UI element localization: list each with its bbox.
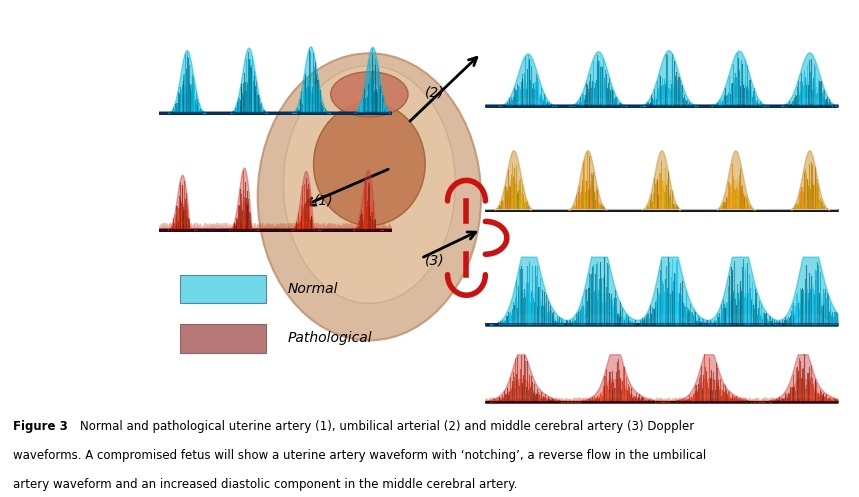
Ellipse shape [283, 66, 455, 303]
Text: (3): (3) [425, 253, 445, 267]
FancyBboxPatch shape [180, 275, 266, 303]
FancyBboxPatch shape [180, 324, 266, 353]
Text: Normal: Normal [288, 282, 338, 296]
Text: (2): (2) [425, 85, 445, 99]
Text: waveforms. A compromised fetus will show a uterine artery waveform with ‘notchin: waveforms. A compromised fetus will show… [13, 449, 706, 462]
Ellipse shape [314, 102, 425, 226]
Text: Normal and pathological uterine artery (1), umbilical arterial (2) and middle ce: Normal and pathological uterine artery (… [80, 420, 694, 433]
Text: Figure 3: Figure 3 [13, 420, 68, 433]
Ellipse shape [258, 53, 481, 340]
Text: (1): (1) [314, 194, 333, 208]
Text: artery waveform and an increased diastolic component in the middle cerebral arte: artery waveform and an increased diastol… [13, 478, 517, 491]
Text: Pathological: Pathological [288, 331, 373, 345]
Ellipse shape [331, 72, 408, 117]
